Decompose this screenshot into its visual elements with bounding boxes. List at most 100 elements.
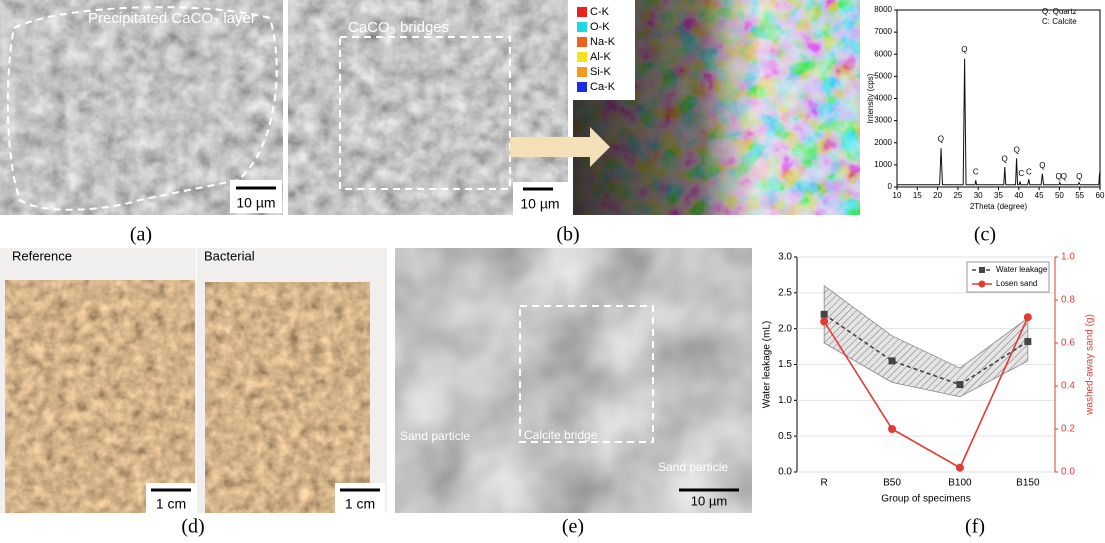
- marker: [1024, 338, 1031, 345]
- legend-note: Q: Quartz: [1042, 7, 1077, 16]
- y-tick-label: 4000: [874, 94, 892, 103]
- y-tick-label: 2000: [874, 138, 892, 147]
- peak-label: Q: [1039, 161, 1045, 170]
- legend-marker: [979, 267, 985, 273]
- scale-text: 1 cm: [156, 496, 186, 512]
- peak-label: C: [1026, 168, 1032, 177]
- x-tick-label: 30: [974, 191, 983, 200]
- marker: [889, 357, 896, 364]
- y-tick-label: 3.0: [778, 252, 792, 263]
- peak-label: Q: [1001, 154, 1007, 163]
- panel-label: (b): [556, 224, 579, 246]
- legend-text: Si-K: [590, 66, 611, 78]
- y-tick-label: 0.0: [778, 467, 792, 478]
- legend-text: Water leakage: [996, 265, 1048, 274]
- scale-text: 10 µm: [691, 493, 727, 508]
- marker: [956, 381, 963, 388]
- legend-text: Losen sand: [996, 279, 1037, 288]
- overlay-text: Sand particle: [658, 460, 728, 474]
- x-tick-label: 60: [1096, 191, 1105, 200]
- legend-swatch: [577, 67, 587, 77]
- legend-swatch: [577, 52, 587, 62]
- peak-label: Q: [938, 135, 944, 144]
- legend-swatch: [577, 7, 587, 17]
- scale-text: 1 cm: [345, 496, 375, 512]
- plot-frame: [897, 10, 1100, 187]
- x-axis-label: 2Theta (degree): [970, 202, 1028, 211]
- peak-label: Q: [961, 45, 967, 54]
- y-tick-label: 5000: [874, 71, 892, 80]
- y-tick-label: 3000: [874, 116, 892, 125]
- peak-label: Q: [1061, 172, 1067, 181]
- marker: [820, 318, 828, 326]
- scale-text: 10 µm: [520, 196, 559, 212]
- y-tick-label: 1.0: [778, 395, 792, 406]
- legend-swatch: [577, 82, 587, 92]
- legend-text: C-K: [590, 6, 610, 18]
- marker: [821, 311, 828, 318]
- y-tick-label: 0: [888, 182, 893, 191]
- x-tick-label: 20: [933, 191, 942, 200]
- y-axis-label: Water leakage (mL): [762, 321, 773, 408]
- panel-label: (c): [974, 224, 996, 246]
- y-tick-label: 1.5: [778, 359, 792, 370]
- x-tick-label: 55: [1075, 191, 1084, 200]
- overlay-text: CaCO₃ bridges: [348, 19, 449, 36]
- legend-text: O-K: [590, 21, 610, 33]
- y2-tick-label: 0.8: [1061, 295, 1075, 306]
- y-tick-label: 2.0: [778, 323, 792, 334]
- soil-photo: [205, 282, 370, 513]
- soil-photo: [5, 280, 195, 513]
- marker: [1024, 313, 1032, 321]
- legend-note: C: Calcite: [1042, 17, 1077, 26]
- panel-label: (d): [181, 516, 204, 538]
- scale-text: 10 µm: [236, 195, 275, 211]
- peak-label: Q: [1076, 172, 1082, 181]
- y-tick-label: 1000: [874, 160, 892, 169]
- peak-label: C: [1018, 169, 1024, 178]
- panel-label: (a): [130, 224, 152, 246]
- x-tick-label: 45: [1035, 191, 1044, 200]
- overlay-text: Calcite bridge: [524, 428, 598, 442]
- panel-label: (e): [562, 516, 584, 538]
- panel-label: (f): [965, 516, 985, 538]
- y-tick-label: 0.5: [778, 431, 792, 442]
- legend-text: Al-K: [590, 51, 611, 63]
- legend-swatch: [577, 37, 587, 47]
- figure: Precipitated CaCO₃ layer 10 µm (a) CaCO₃…: [0, 0, 1105, 543]
- y-axis-label: Intensity (cps): [866, 73, 875, 123]
- x-tick-label: R: [821, 478, 828, 489]
- x-tick-label: 50: [1055, 191, 1064, 200]
- x-axis-label: Group of specimens: [881, 494, 971, 505]
- x-tick-label: 25: [953, 191, 962, 200]
- x-tick-label: 40: [1014, 191, 1023, 200]
- overlay-text: Sand particle: [400, 429, 470, 443]
- y-tick-label: 8000: [874, 5, 892, 14]
- legend-swatch: [577, 22, 587, 32]
- peak-label: C: [973, 168, 979, 177]
- y2-tick-label: 0.0: [1061, 467, 1075, 478]
- y-tick-label: 7000: [874, 27, 892, 36]
- x-tick-label: B150: [1016, 478, 1040, 489]
- y2-tick-label: 0.4: [1061, 381, 1075, 392]
- y2-tick-label: 0.2: [1061, 424, 1075, 435]
- y-tick-label: 6000: [874, 49, 892, 58]
- x-tick-label: B100: [948, 478, 972, 489]
- x-tick-label: 10: [893, 191, 902, 200]
- peak-label: Q: [1014, 146, 1020, 155]
- legend-text: Na-K: [590, 36, 616, 48]
- legend-marker: [979, 281, 986, 288]
- overlay-text: Precipitated CaCO₃ layer: [88, 10, 256, 27]
- y2-tick-label: 0.6: [1061, 338, 1075, 349]
- y2-tick-label: 1.0: [1061, 252, 1075, 263]
- photo-label: Reference: [12, 248, 72, 263]
- y2-axis-label: washed-away sand (g): [1085, 314, 1096, 416]
- x-tick-label: B50: [883, 478, 901, 489]
- x-tick-label: 15: [913, 191, 922, 200]
- x-tick-label: 35: [994, 191, 1003, 200]
- marker: [888, 425, 896, 433]
- photo-label: Bacterial: [204, 248, 255, 263]
- marker: [956, 464, 964, 472]
- legend-text: Ca-K: [590, 81, 616, 93]
- y-tick-label: 2.5: [778, 287, 792, 298]
